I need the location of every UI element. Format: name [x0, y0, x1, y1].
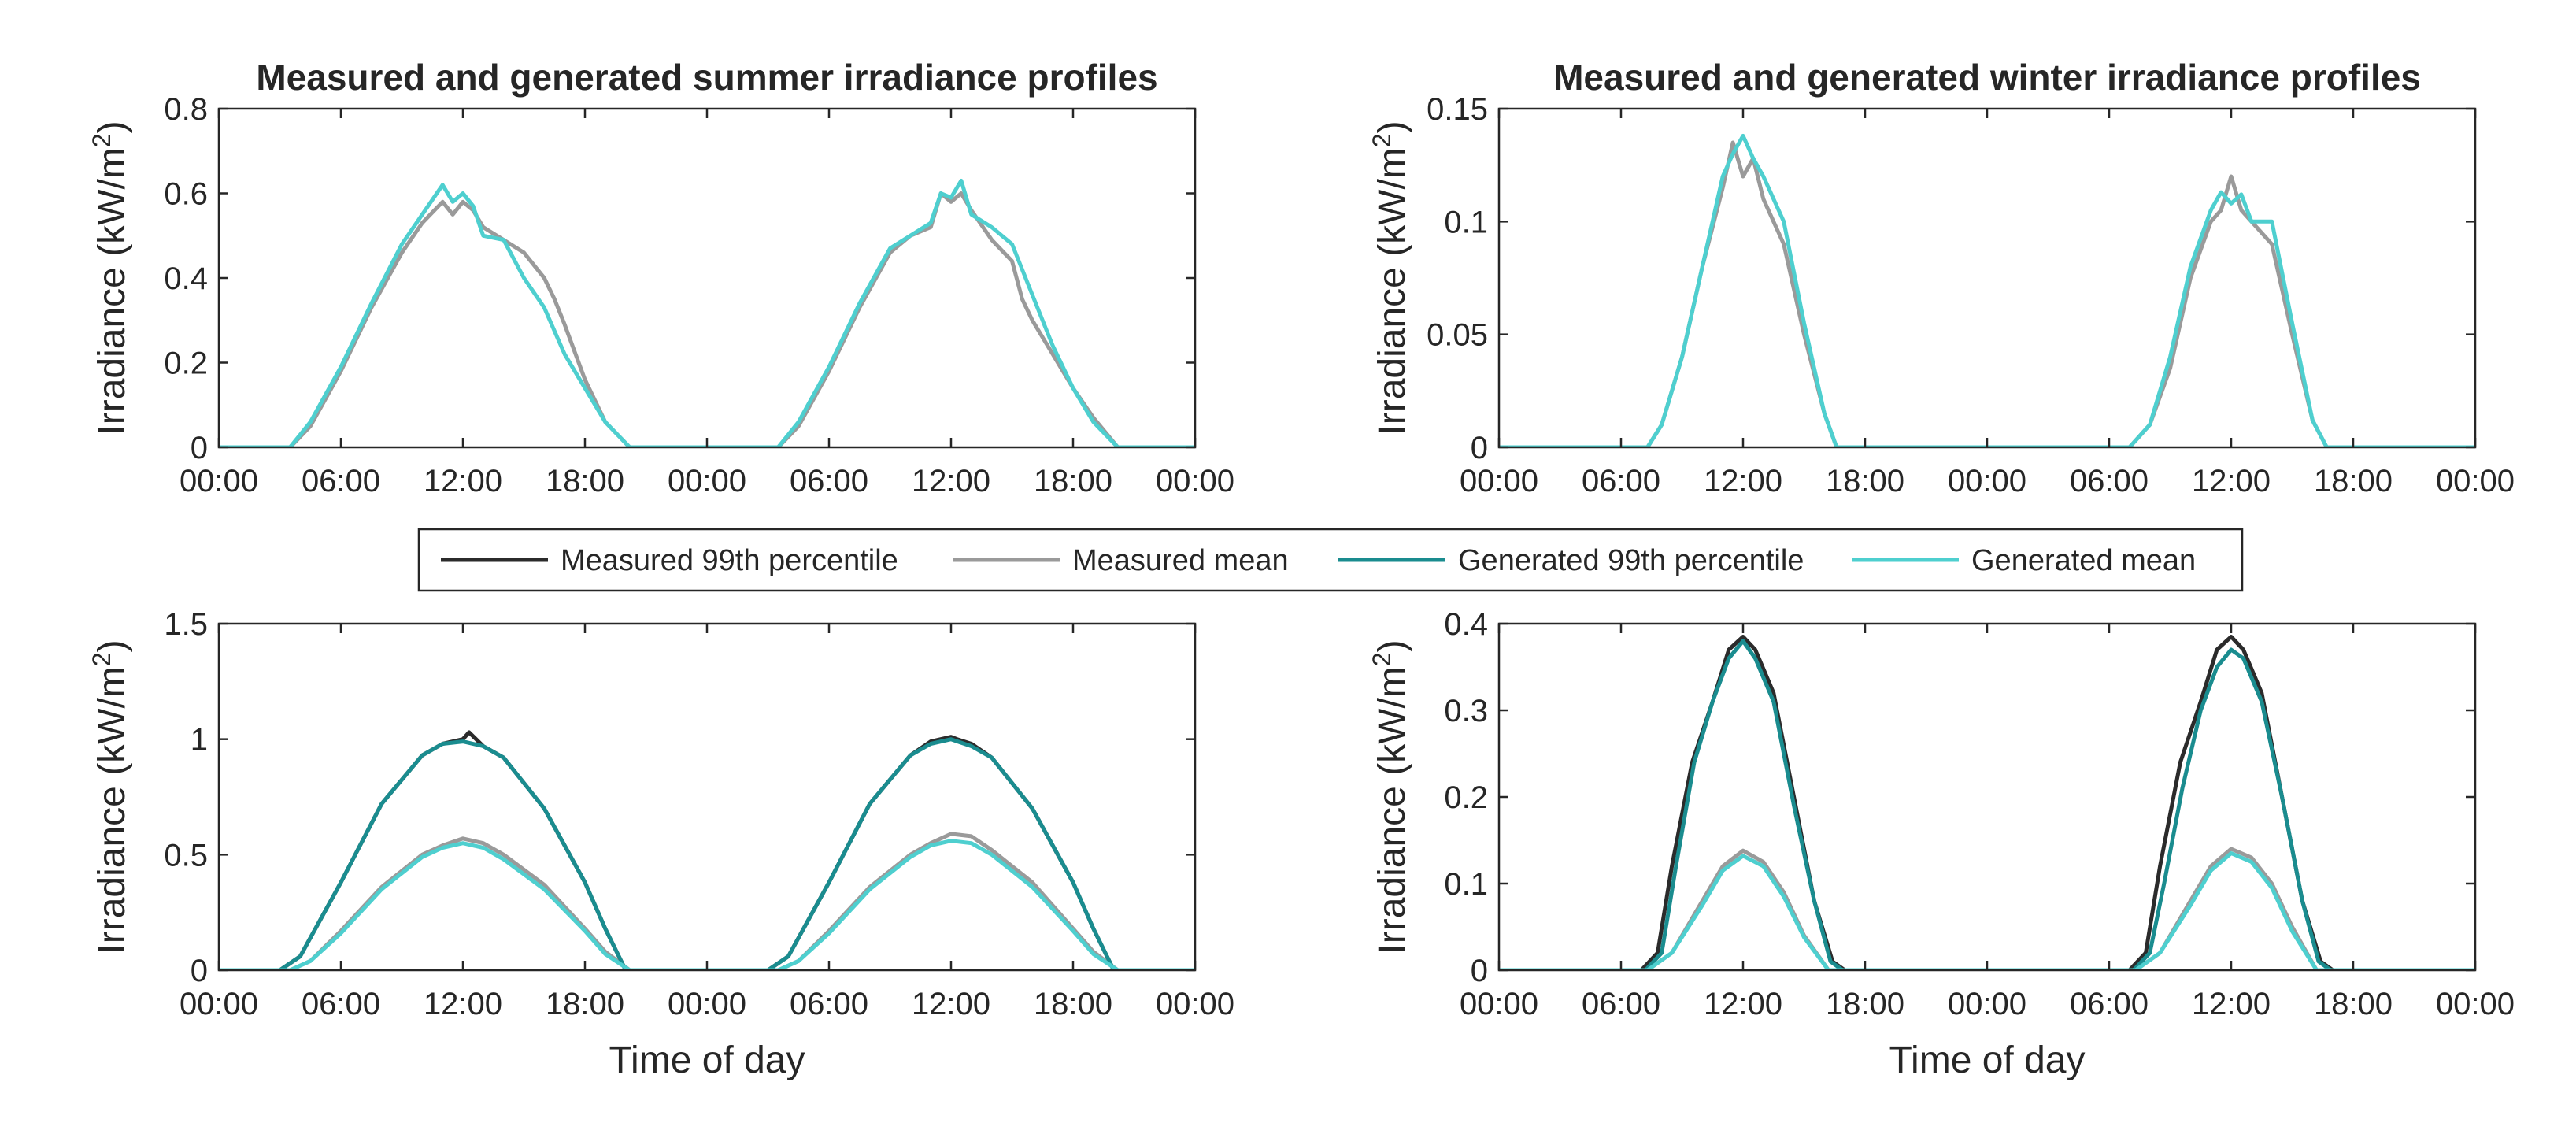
x-tick-label: 00:00	[2436, 987, 2515, 1021]
y-axis-label: Irradiance (kW/m2)	[87, 120, 133, 435]
chart-title: Measured and generated summer irradiance…	[256, 57, 1157, 98]
y-tick-label: 0.3	[1444, 694, 1488, 728]
series-line-generated-p99	[219, 737, 1195, 970]
x-tick-label: 18:00	[2314, 464, 2393, 498]
x-tick-label: 12:00	[912, 464, 990, 498]
y-axis-label: Irradiance (kW/m2)	[1368, 639, 1413, 954]
x-tick-label: 00:00	[1948, 464, 2026, 498]
x-tick-label: 00:00	[1948, 987, 2026, 1021]
y-tick-label: 0.2	[1444, 780, 1488, 815]
y-tick-label: 0.4	[1444, 607, 1488, 642]
y-axis-label: Irradiance (kW/m2)	[87, 639, 133, 954]
series-group	[1499, 133, 2475, 447]
legend-entry: Generated 99th percentile	[1338, 544, 1804, 577]
x-tick-label: 06:00	[790, 987, 868, 1021]
x-tick-label: 06:00	[302, 464, 380, 498]
x-tick-label: 06:00	[2070, 464, 2149, 498]
x-tick-label: 12:00	[1704, 464, 1782, 498]
series-line-generated-p99	[1499, 639, 2475, 970]
x-tick-label: 00:00	[1460, 987, 1538, 1021]
x-tick-label: 18:00	[546, 987, 624, 1021]
series-line-measured-mean	[219, 191, 1195, 447]
x-tick-label: 06:00	[1582, 987, 1660, 1021]
x-tick-label: 18:00	[2314, 987, 2393, 1021]
panel-summer-p99: 00:00 06:00 12:00 18:00 00:00 06:00 12:00 18:00…	[87, 607, 1234, 1081]
legend-label: Measured mean	[1072, 544, 1289, 577]
x-tick-label: 12:00	[424, 987, 502, 1021]
x-tick-label: 00:00	[1156, 987, 1234, 1021]
y-tick-label: 0.2	[164, 346, 208, 381]
series-line-measured-mean	[1499, 847, 2475, 970]
y-tick-label: 1.5	[164, 607, 208, 642]
y-tick-label: 0.05	[1427, 318, 1488, 353]
x-tick-label: 12:00	[2192, 464, 2271, 498]
legend-entry: Measured mean	[953, 544, 1289, 577]
y-tick-label: 0.1	[1444, 205, 1488, 239]
x-tick-label: 18:00	[546, 464, 624, 498]
y-tick-label: 0.1	[1444, 867, 1488, 902]
panel-winter-mean: 00:00 06:00 12:00 18:00 00:00 06:00 12:00 18:00…	[1368, 57, 2515, 498]
x-axis-label: Time of day	[1889, 1040, 2086, 1081]
x-tick-label: 06:00	[790, 464, 868, 498]
x-tick-label: 18:00	[1034, 987, 1112, 1021]
x-axis-label: Time of day	[609, 1040, 805, 1081]
x-tick-label: 12:00	[1704, 987, 1782, 1021]
legend-label: Generated 99th percentile	[1458, 544, 1804, 577]
x-tick-label: 00:00	[180, 464, 258, 498]
x-tick-label: 06:00	[302, 987, 380, 1021]
y-axis-label: Irradiance (kW/m2)	[1368, 120, 1413, 435]
y-tick-label: 0	[1471, 954, 1488, 988]
chart-title: Measured and generated winter irradiance…	[1553, 57, 2421, 98]
panel-summer-mean: 00:00 06:00 12:00 18:00 00:00 06:00 12:00 18:00…	[87, 57, 1234, 498]
series-line-generated-mean	[1499, 133, 2475, 447]
series-line-generated-mean	[219, 839, 1195, 970]
y-tick-label: 0.15	[1427, 92, 1488, 127]
x-tick-label: 12:00	[424, 464, 502, 498]
legend-entry: Measured 99th percentile	[441, 544, 898, 577]
series-group	[1499, 635, 2475, 970]
x-tick-label: 00:00	[180, 987, 258, 1021]
panel-winter-p99: 00:00 06:00 12:00 18:00 00:00 06:00 12:00 18:00…	[1368, 607, 2515, 1081]
y-tick-label: 0	[191, 431, 208, 465]
x-tick-label: 00:00	[2436, 464, 2515, 498]
legend-label: Measured 99th percentile	[561, 544, 898, 577]
legend-label: Generated mean	[1971, 544, 2196, 577]
x-tick-label: 18:00	[1826, 987, 1904, 1021]
x-tick-label: 12:00	[912, 987, 990, 1021]
series-line-generated-mean	[219, 178, 1195, 447]
series-line-generated-mean	[1499, 851, 2475, 970]
panels: 00:00 06:00 12:00 18:00 00:00 06:00 12:00 18:00…	[87, 57, 2515, 1081]
x-tick-label: 00:00	[668, 464, 746, 498]
y-tick-label: 0	[1471, 431, 1488, 465]
x-tick-label: 12:00	[2192, 987, 2271, 1021]
y-tick-label: 0.5	[164, 838, 208, 873]
y-tick-label: 0.8	[164, 92, 208, 127]
legend-entry: Generated mean	[1852, 544, 2196, 577]
y-tick-label: 0.6	[164, 177, 208, 212]
x-tick-label: 00:00	[668, 987, 746, 1021]
x-tick-label: 18:00	[1034, 464, 1112, 498]
y-tick-label: 0.4	[164, 261, 208, 296]
x-tick-label: 06:00	[2070, 987, 2149, 1021]
series-group	[219, 730, 1195, 970]
series-group	[219, 178, 1195, 447]
x-tick-label: 18:00	[1826, 464, 1904, 498]
x-tick-label: 00:00	[1156, 464, 1234, 498]
x-tick-label: 00:00	[1460, 464, 1538, 498]
y-tick-label: 1	[191, 723, 208, 758]
legend: Measured 99th percentile Measured mean Gen…	[417, 528, 2244, 592]
x-tick-label: 06:00	[1582, 464, 1660, 498]
y-tick-label: 0	[191, 954, 208, 988]
